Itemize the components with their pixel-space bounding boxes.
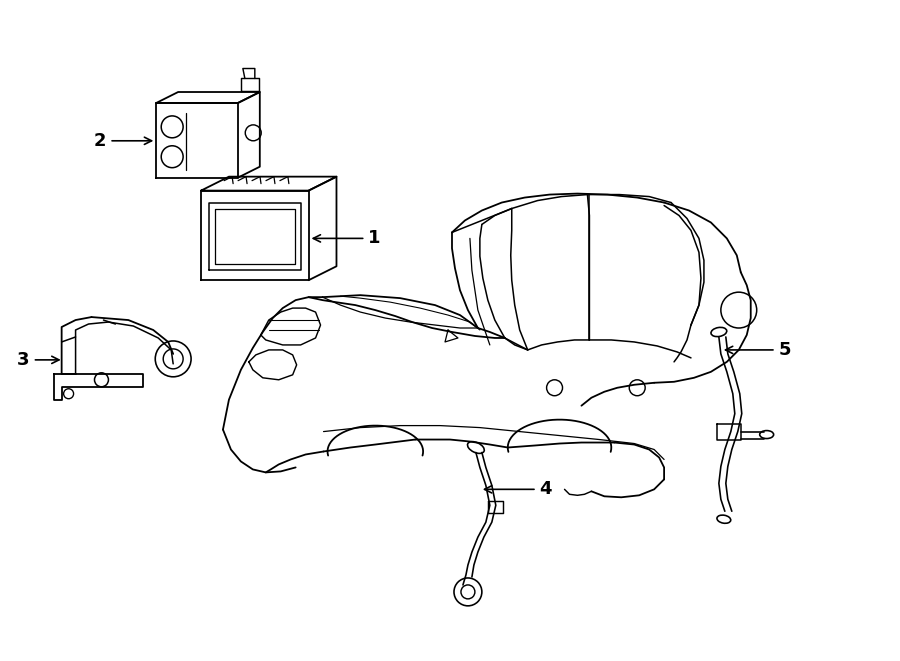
Text: 3: 3: [17, 351, 59, 369]
Text: 1: 1: [313, 229, 381, 247]
Text: 4: 4: [484, 481, 552, 498]
Text: 2: 2: [94, 132, 151, 150]
Text: 5: 5: [725, 341, 791, 359]
